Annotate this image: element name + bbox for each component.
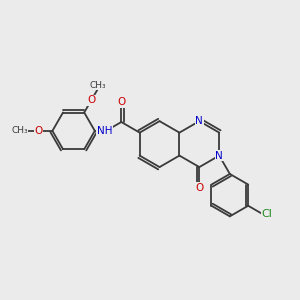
Text: O: O — [34, 126, 42, 136]
Text: N: N — [196, 116, 203, 126]
Text: CH₃: CH₃ — [89, 81, 106, 90]
Text: CH₃: CH₃ — [11, 126, 28, 135]
Text: O: O — [87, 95, 95, 105]
Text: N: N — [215, 151, 223, 160]
Text: NH: NH — [97, 126, 112, 136]
Text: O: O — [117, 97, 125, 107]
Text: O: O — [195, 183, 203, 193]
Text: Cl: Cl — [261, 209, 272, 219]
